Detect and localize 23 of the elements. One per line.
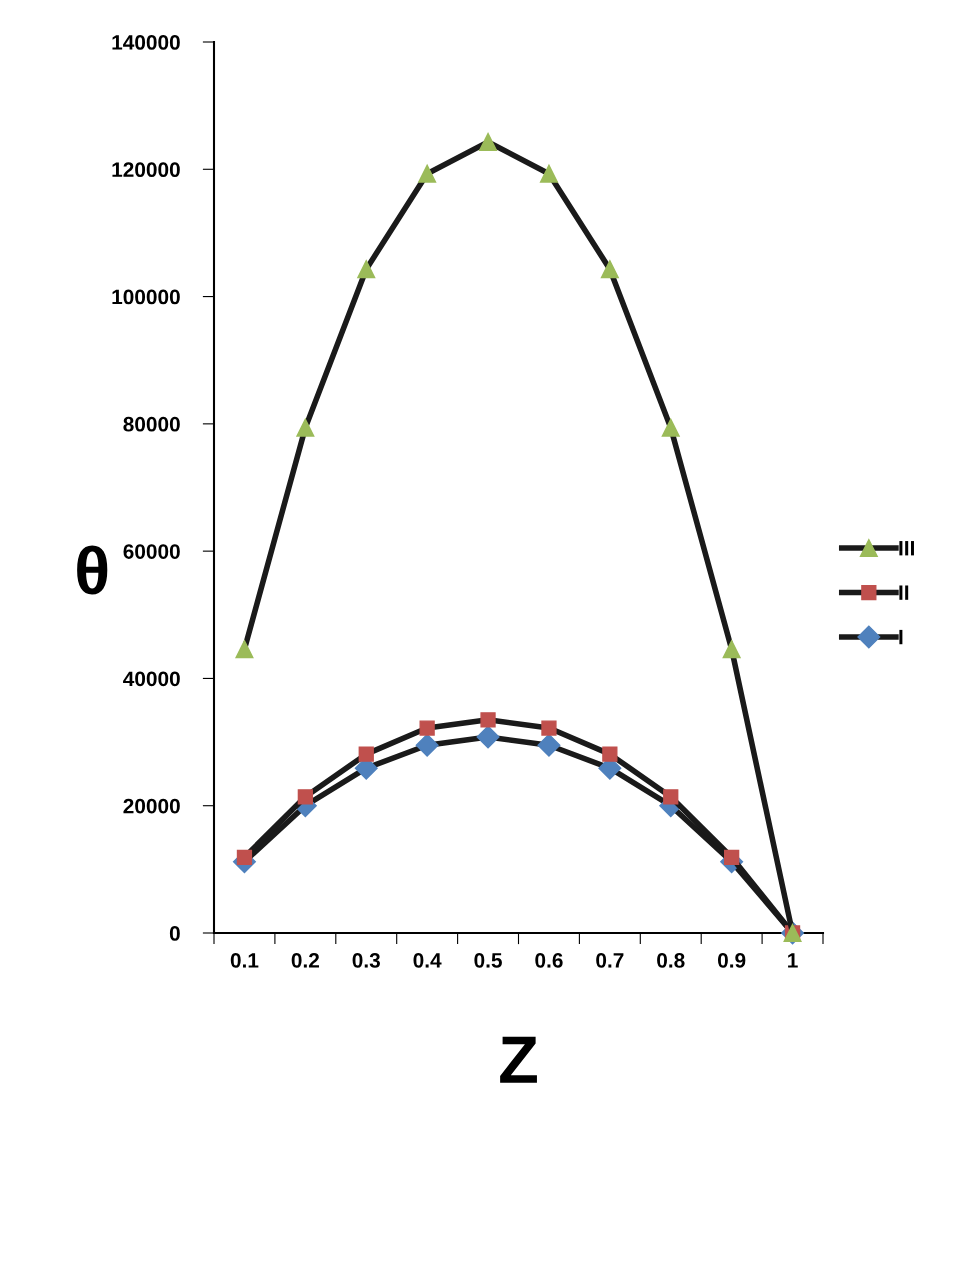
y-tick-label: 140000 xyxy=(112,35,180,50)
x-tick-label: 0.6 xyxy=(535,952,563,968)
y-tick-label: 20000 xyxy=(123,798,180,814)
x-tick-label: 0.8 xyxy=(657,952,685,968)
y-tick-label: 80000 xyxy=(123,416,180,432)
x-axis-title: Z xyxy=(500,1036,537,1083)
y-tick-label: 120000 xyxy=(112,162,180,178)
legend-label: III xyxy=(899,541,914,556)
y-axis-title: θ xyxy=(77,545,108,595)
x-tick-label: 0.4 xyxy=(413,952,442,968)
x-tick-label: 0.9 xyxy=(717,952,746,968)
y-tick-label: 40000 xyxy=(123,671,180,687)
y-tick-label: 0 xyxy=(169,926,180,941)
x-tick-label: 0.1 xyxy=(230,952,259,968)
x-tick-label: 0.3 xyxy=(352,952,380,968)
y-tick-label: 60000 xyxy=(123,544,180,559)
x-tick-label: 0.2 xyxy=(291,952,319,968)
legend-label: II xyxy=(899,585,909,600)
y-tick-label: 100000 xyxy=(112,289,180,305)
x-tick-label: 1 xyxy=(788,953,798,968)
x-tick-label: 0.7 xyxy=(596,952,624,968)
x-tick-label: 0.5 xyxy=(474,952,502,968)
legend-label: I xyxy=(899,629,903,645)
